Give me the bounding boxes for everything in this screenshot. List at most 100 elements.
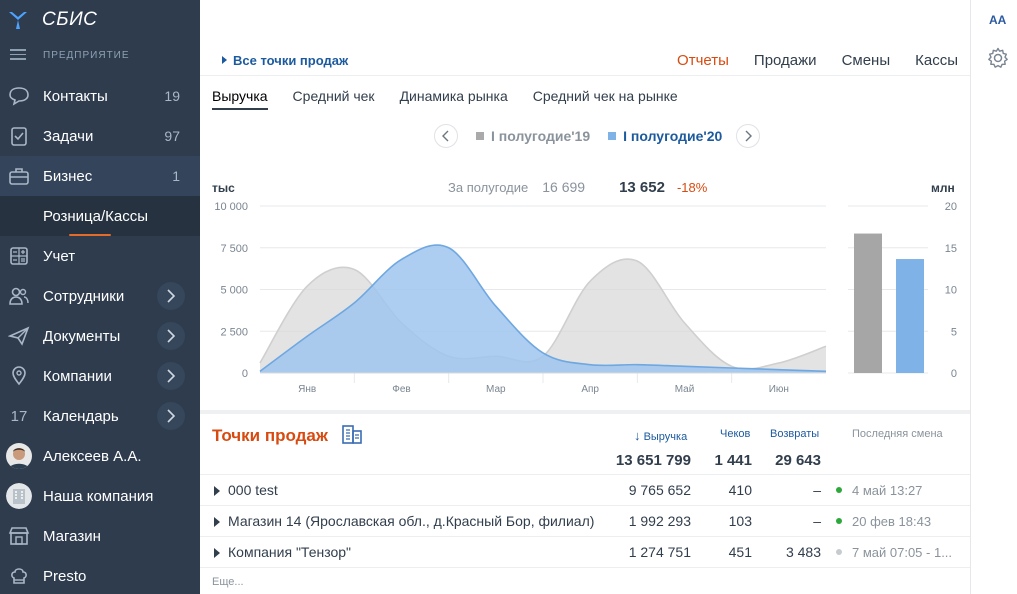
nav-label: Документы [43,327,121,345]
point-name: Магазин 14 (Ярославская обл., д.Красный … [228,513,595,529]
gear-icon[interactable] [987,47,1009,69]
expand-triangle-icon[interactable] [214,517,220,527]
tab-revenue[interactable]: Выручка [212,88,268,110]
chevron-right-icon[interactable] [157,402,185,430]
nav-item-calendar[interactable]: 17 Календарь [0,396,200,436]
col-revenue-header[interactable]: ↓ Выручка [634,428,687,443]
table-row[interactable]: 000 test 9 765 652 410 – 4 май 13:27 [200,474,970,505]
tab-cash-registers[interactable]: Кассы [915,52,958,69]
point-returns: – [813,513,821,529]
nav-item-shop[interactable]: Магазин [0,516,200,556]
summary-caption: За полугодие [448,180,529,195]
bar-y-tick-label: 0 [951,368,957,380]
status-dot [836,518,842,524]
nav-item-employees[interactable]: Сотрудники [0,276,200,316]
col-checks-header[interactable]: Чеков [720,428,751,440]
legend-swatch [476,132,484,140]
nav-label: Контакты [43,87,108,105]
y-tick-label: 7 500 [220,243,248,255]
bar-2 [896,259,924,373]
bar-y-tick-label: 20 [945,201,957,213]
point-revenue: 1 274 751 [628,544,691,560]
bar-1 [854,233,882,373]
tab-market-dynamics[interactable]: Динамика рынка [399,88,508,104]
table-row[interactable]: Магазин 14 (Ярославская обл., д.Красный … [200,505,970,536]
tab-shifts[interactable]: Смены [841,52,891,69]
expand-triangle-icon[interactable] [214,486,220,496]
tasks-icon [7,125,31,147]
y-tick-label: 2 500 [220,326,248,338]
legend-curr[interactable]: I полугодие'20 [608,128,722,144]
point-last-shift: 7 май 07:05 - 1... [852,545,953,560]
nav-item-profile[interactable]: Алексеев А.А. [0,436,200,476]
app-logo[interactable]: СБИС [8,6,97,34]
section-tabs: Отчеты Продажи Смены Кассы [652,52,958,69]
sbis-logo-icon [9,12,27,29]
nav-item-presto[interactable]: Presto [0,556,200,594]
report-panel: Выручка Средний чек Динамика рынка Средн… [200,75,970,410]
top-bar: Все точки продаж Отчеты Продажи Смены Ка… [200,0,970,75]
legend-swatch [608,132,617,140]
contacts-icon [7,85,31,107]
buildings-icon[interactable] [341,424,363,444]
point-last-shift: 20 фев 18:43 [852,514,932,529]
nav-count: 19 [164,88,180,104]
period-selector: I полугодие'19 I полугодие'20 [434,124,761,148]
tab-reports[interactable]: Отчеты [677,52,729,69]
nav-item-retail[interactable]: Розница/Кассы [0,196,200,236]
point-returns: 3 483 [785,544,821,560]
chevron-right-icon[interactable] [736,124,761,148]
hamburger-menu-icon[interactable] [10,49,26,61]
series-area-2 [260,244,826,373]
more-link[interactable]: Еще... [212,576,244,588]
legend-prev-label: I полугодие'19 [491,128,591,144]
y-tick-label: 0 [242,368,248,380]
y-tick-label: 10 000 [214,201,248,213]
all-points-filter[interactable]: Все точки продаж [222,53,348,68]
y-axis-unit-right: млн [931,181,955,195]
summary-curr-value: 13 652 [619,179,665,196]
point-revenue: 1 992 293 [628,513,691,529]
calculator-icon [7,245,31,267]
sort-down-arrow-icon: ↓ [634,428,641,443]
chevron-right-icon[interactable] [157,362,185,390]
org-label: ПРЕДПРИЯТИЕ [43,50,130,61]
triangle-right-icon [222,56,227,64]
nav-item-companies[interactable]: Компании [0,356,200,396]
nav-item-accounting[interactable]: Учет [0,236,200,276]
nav-item-our-company[interactable]: Наша компания [0,476,200,516]
x-tick-label: Май [675,384,695,395]
point-revenue: 9 765 652 [628,482,691,498]
chevron-right-icon[interactable] [157,322,185,350]
main-content: Все точки продаж Отчеты Продажи Смены Ка… [200,0,970,594]
employees-icon [7,285,31,307]
nav-label: Presto [43,567,87,585]
col-returns-header[interactable]: Возвраты [770,428,820,440]
table-row[interactable]: Компания "Тензор" 1 274 751 451 3 483 7 … [200,536,970,567]
nav-label: Учет [43,247,76,265]
nav-label: Магазин [43,527,101,545]
period-summary: За полугодие 16 699 13 652 -18% [448,179,707,196]
chevron-right-icon[interactable] [157,282,185,310]
nav-count: 1 [172,168,180,184]
legend-prev[interactable]: I полугодие'19 [476,128,590,144]
point-checks: 410 [728,482,752,498]
tab-market-average-check[interactable]: Средний чек на рынке [532,88,678,104]
point-checks: 103 [728,513,752,529]
nav-item-contacts[interactable]: Контакты 19 [0,76,200,116]
expand-triangle-icon[interactable] [214,548,220,558]
nav-item-business[interactable]: Бизнес 1 [0,156,200,196]
nav-item-documents[interactable]: Документы [0,316,200,356]
revenue-chart: 0 2 500 5 000 7 500 10 000 Янв Фев Мар Апр Май Июн… [214,201,957,395]
point-name: 000 test [228,482,278,498]
tab-average-check[interactable]: Средний чек [292,88,375,104]
font-size-icon[interactable]: AA [989,13,1007,27]
tab-sales[interactable]: Продажи [753,52,817,69]
chevron-left-icon[interactable] [434,124,458,148]
total-checks: 1 441 [714,452,752,469]
point-checks: 451 [728,544,752,560]
nav-label: Компании [43,367,112,385]
nav-item-tasks[interactable]: Задачи 97 [0,116,200,156]
nav-menu: Контакты 19 Задачи 97 Бизнес 1 Розница/К… [0,76,200,594]
nav-label: Алексеев А.А. [43,447,142,465]
